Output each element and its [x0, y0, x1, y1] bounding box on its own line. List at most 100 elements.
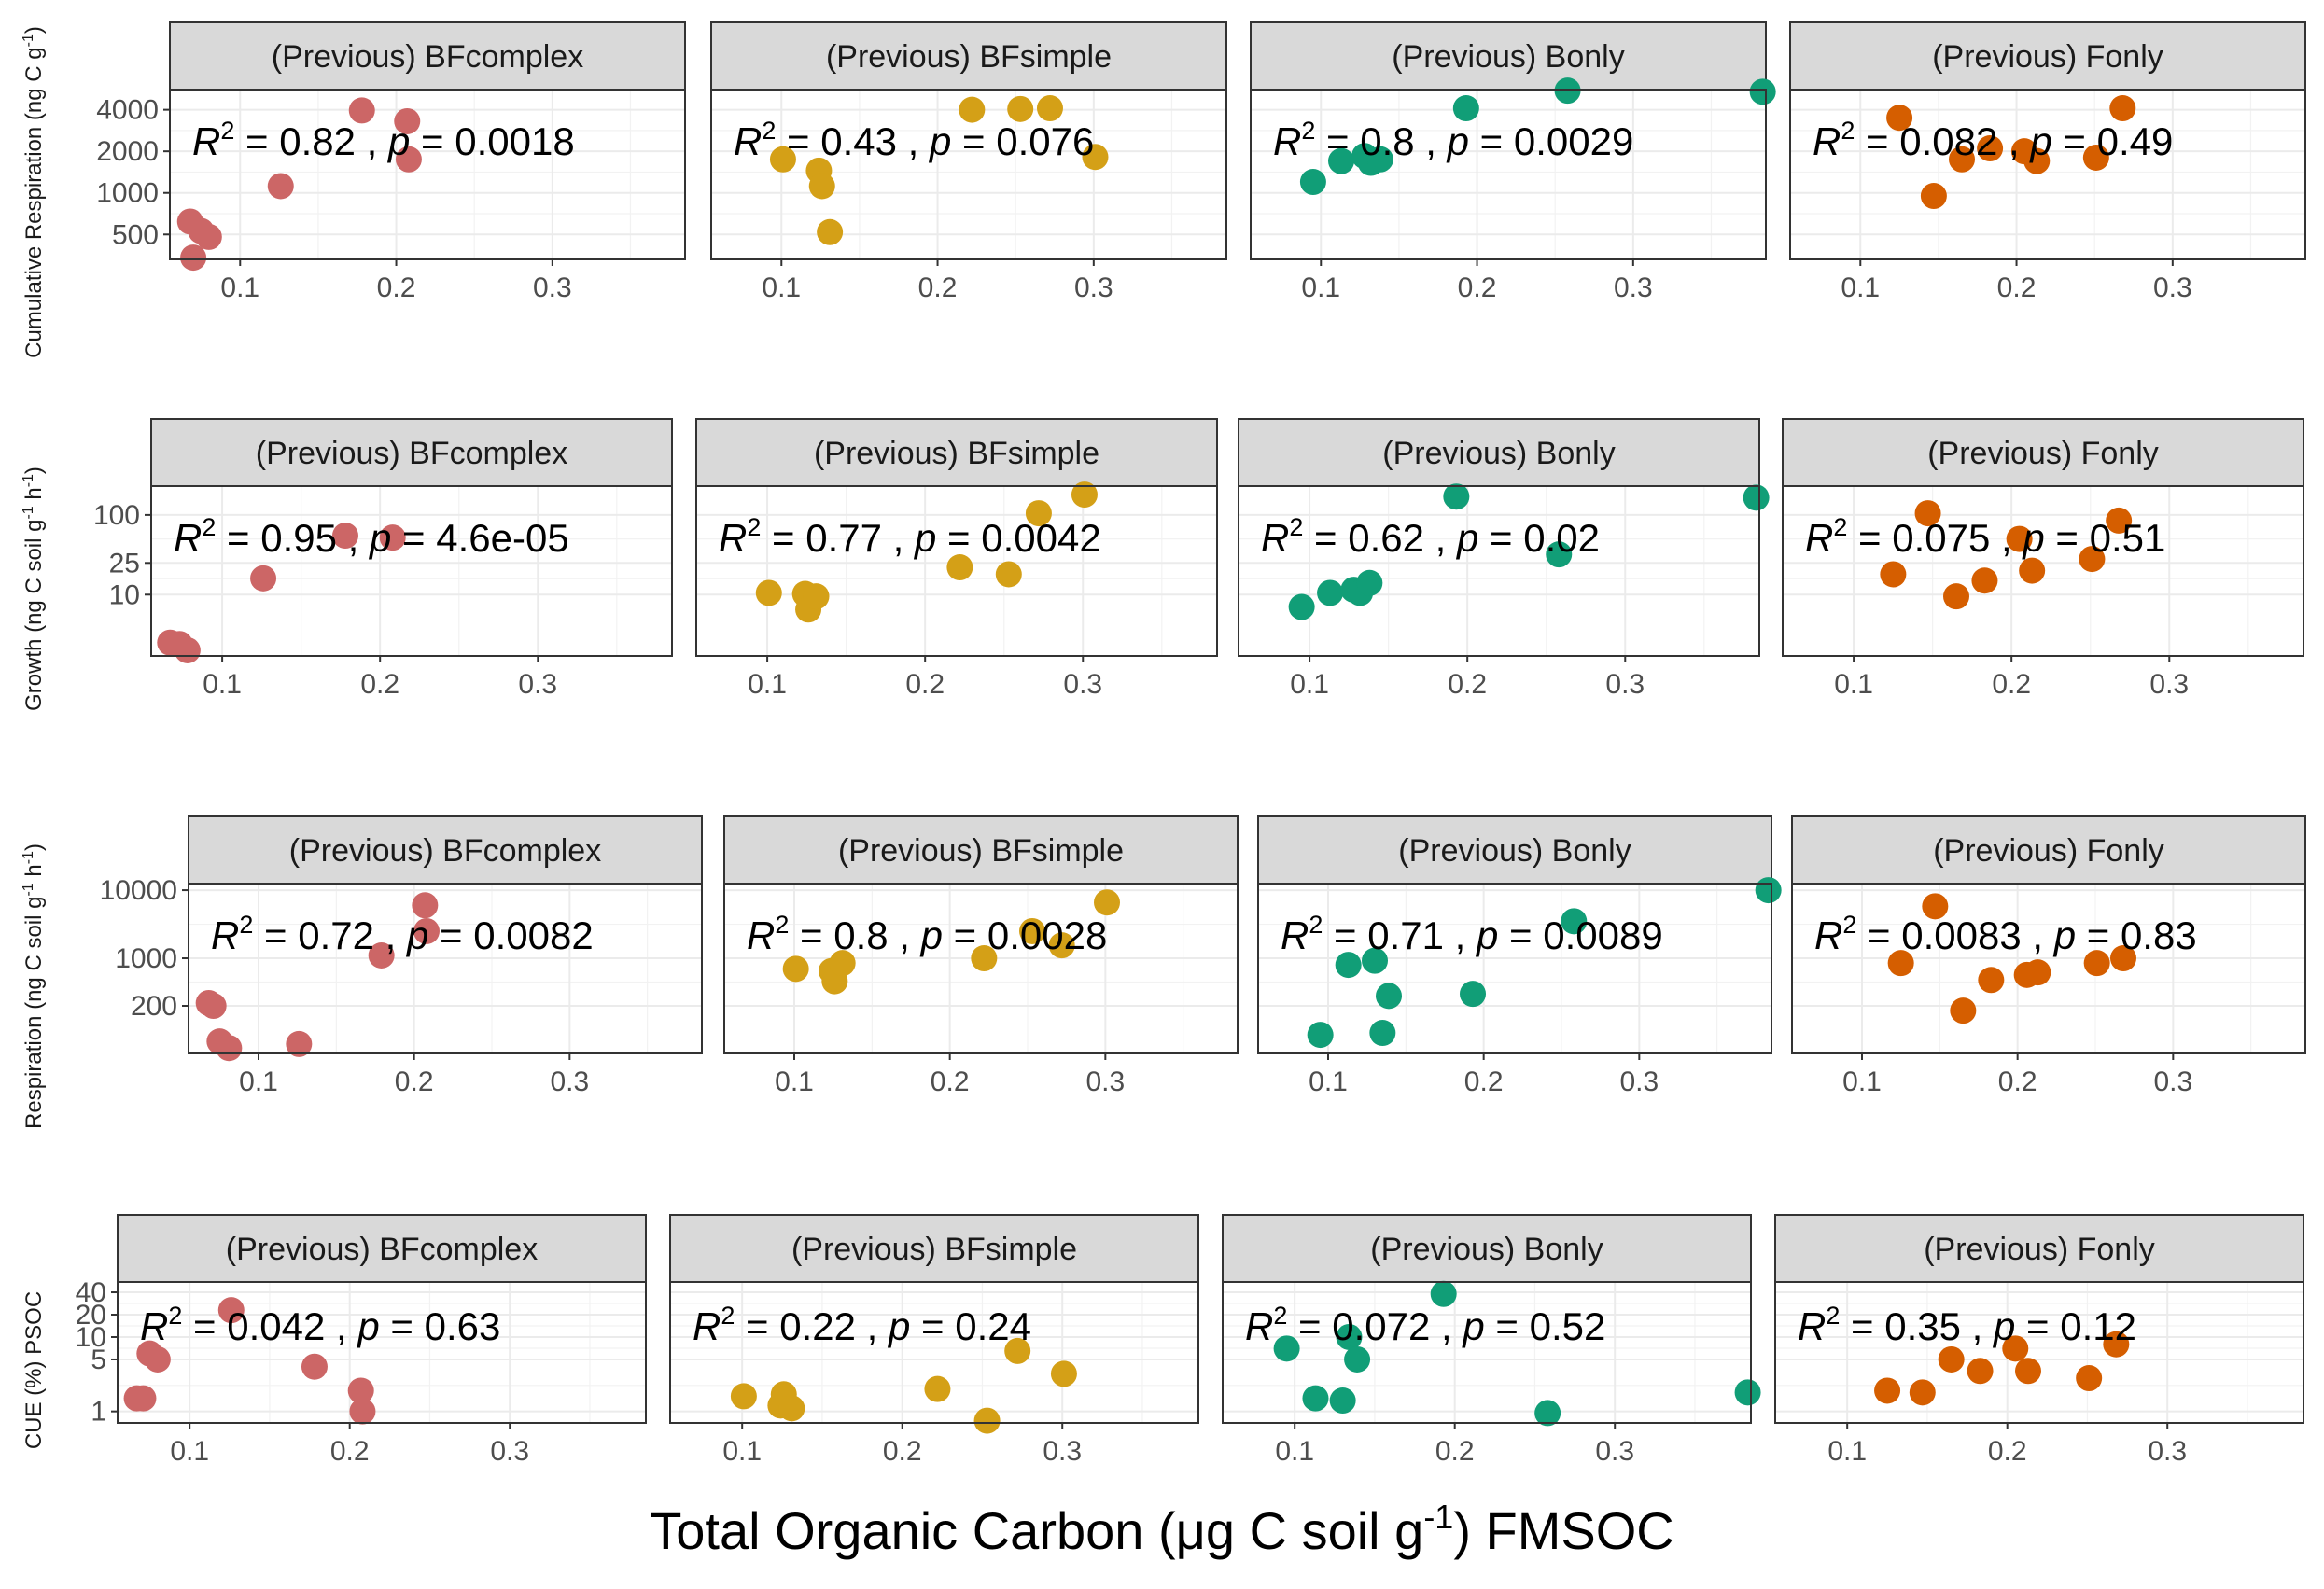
facet-panel: (Previous) BFcomplex R2 = 0.82 , p = 0.00… — [96, 21, 686, 303]
x-tick-label: 0.1 — [722, 1436, 762, 1467]
data-point — [1288, 593, 1315, 620]
data-point — [1430, 1280, 1457, 1307]
data-point — [348, 97, 375, 124]
facet-strip — [723, 815, 1239, 885]
data-point — [1336, 1323, 1363, 1350]
y-tick-label: 25 — [109, 548, 140, 578]
data-point — [1554, 77, 1581, 105]
data-point — [924, 1375, 951, 1402]
facet-strip-label: (Previous) BFsimple — [826, 39, 1112, 75]
facet-panel: (Previous) Bonly R2 = 0.71 , p = 0.0089 0.… — [1257, 815, 1782, 1097]
data-point — [1874, 1377, 1901, 1404]
data-point — [174, 636, 201, 663]
data-point — [216, 1035, 243, 1062]
x-tick-label: 0.3 — [490, 1436, 529, 1467]
panel-border — [710, 89, 1227, 260]
data-point — [778, 1395, 805, 1422]
x-tick-label: 0.1 — [1841, 272, 1880, 303]
data-point — [1050, 1360, 1077, 1387]
panel-background — [118, 1282, 646, 1423]
y-tick-label: 200 — [131, 991, 177, 1022]
x-tick-label: 0.2 — [395, 1066, 434, 1097]
panel-border — [669, 1281, 1199, 1424]
facet-row: Respiration (ng C soil g-1 h-1) (Previous… — [21, 815, 2306, 1129]
y-axis-title: Respiration (ng C soil g-1 h-1) — [21, 843, 47, 1129]
x-tick-label: 0.1 — [1827, 1436, 1867, 1467]
y-tick-label: 1000 — [96, 178, 159, 209]
facet-panel: (Previous) Fonly R2 = 0.082 , p = 0.49 0.1… — [1789, 21, 2306, 303]
data-point — [1443, 483, 1470, 510]
facet-strip-label: (Previous) Fonly — [1924, 1232, 2155, 1267]
facet-strip-label: (Previous) BFcomplex — [289, 833, 601, 869]
y-tick-label: 20 — [76, 1300, 106, 1331]
data-point — [829, 950, 856, 977]
data-point — [1977, 135, 2004, 162]
facet-strip — [117, 1214, 647, 1283]
panel-background — [1258, 884, 1771, 1053]
data-point — [769, 146, 796, 173]
data-point — [1048, 932, 1075, 959]
stat-annotation: R2 = 0.77 , p = 0.0042 — [719, 513, 1101, 560]
y-tick-label: 5 — [91, 1345, 106, 1375]
x-tick-label: 0.1 — [1290, 669, 1329, 700]
facet-strip-label: (Previous) BFcomplex — [256, 436, 567, 471]
panel-background — [151, 486, 672, 656]
x-tick-label: 0.1 — [220, 272, 259, 303]
facet-row: Growth (ng C soil g-1 h-1) (Previous) BFc… — [21, 418, 2304, 711]
facet-strip — [669, 1214, 1199, 1283]
data-point — [180, 244, 207, 272]
y-tick-label: 2000 — [96, 136, 159, 167]
x-tick-label: 0.3 — [1074, 272, 1113, 303]
panel-border — [169, 89, 686, 260]
data-point — [1273, 1335, 1300, 1362]
x-tick-label: 0.3 — [2149, 669, 2189, 700]
data-point — [1943, 583, 1969, 610]
data-point — [1460, 981, 1486, 1008]
x-tick-label: 0.2 — [1992, 669, 2031, 700]
data-point — [347, 1377, 374, 1404]
data-point — [1366, 146, 1393, 173]
x-tick-label: 0.3 — [1043, 1436, 1082, 1467]
stat-annotation: R2 = 0.075 , p = 0.51 — [1805, 513, 2165, 560]
data-point — [1971, 567, 1998, 594]
x-tick-label: 0.1 — [1309, 1066, 1348, 1097]
facet-strip-label: (Previous) Bonly — [1382, 436, 1615, 471]
data-point — [379, 524, 406, 551]
data-point — [1886, 105, 1913, 132]
facet-panel: (Previous) BFsimple R2 = 0.43 , p = 0.076… — [710, 21, 1227, 303]
y-axis-title: Growth (ng C soil g-1 h-1) — [21, 467, 47, 711]
data-point — [1082, 144, 1109, 171]
data-point — [1369, 1020, 1396, 1047]
stat-annotation: R2 = 0.042 , p = 0.63 — [140, 1302, 500, 1348]
panel-background — [1790, 90, 2305, 259]
x-tick-label: 0.3 — [1085, 1066, 1125, 1097]
facet-row: Cumulative Respiration (ng C g-1) (Previo… — [21, 21, 2306, 358]
data-point — [412, 892, 439, 919]
data-point — [1938, 1345, 1965, 1373]
data-point — [195, 223, 222, 250]
panel-background — [1239, 486, 1759, 656]
data-point — [1329, 1387, 1356, 1415]
facet-panel: (Previous) BFsimple R2 = 0.8 , p = 0.0028… — [723, 815, 1239, 1097]
facet-panel: (Previous) BFsimple R2 = 0.77 , p = 0.004… — [695, 418, 1218, 700]
data-point — [349, 1398, 376, 1425]
data-point — [995, 561, 1022, 588]
x-tick-label: 0.2 — [1464, 1066, 1504, 1097]
data-point — [2024, 959, 2051, 986]
data-point — [1452, 95, 1479, 122]
x-tick-label: 0.1 — [170, 1436, 209, 1467]
x-tick-label: 0.2 — [1997, 272, 2037, 303]
x-tick-label: 0.2 — [883, 1436, 922, 1467]
x-tick-label: 0.1 — [1842, 1066, 1882, 1097]
data-point — [217, 1297, 245, 1324]
data-point — [755, 579, 782, 606]
y-tick-label: 100 — [93, 500, 140, 531]
panel-border — [1782, 485, 2304, 657]
facet-panel: (Previous) Fonly R2 = 0.0083 , p = 0.83 0.… — [1791, 815, 2306, 1097]
stat-annotation: R2 = 0.72 , p = 0.0082 — [211, 911, 594, 957]
x-tick-label: 0.3 — [2153, 272, 2192, 303]
data-point — [301, 1353, 328, 1380]
x-tick-label: 0.1 — [775, 1066, 814, 1097]
stat-annotation: R2 = 0.072 , p = 0.52 — [1245, 1302, 1605, 1348]
facet-strip — [1774, 1214, 2304, 1283]
